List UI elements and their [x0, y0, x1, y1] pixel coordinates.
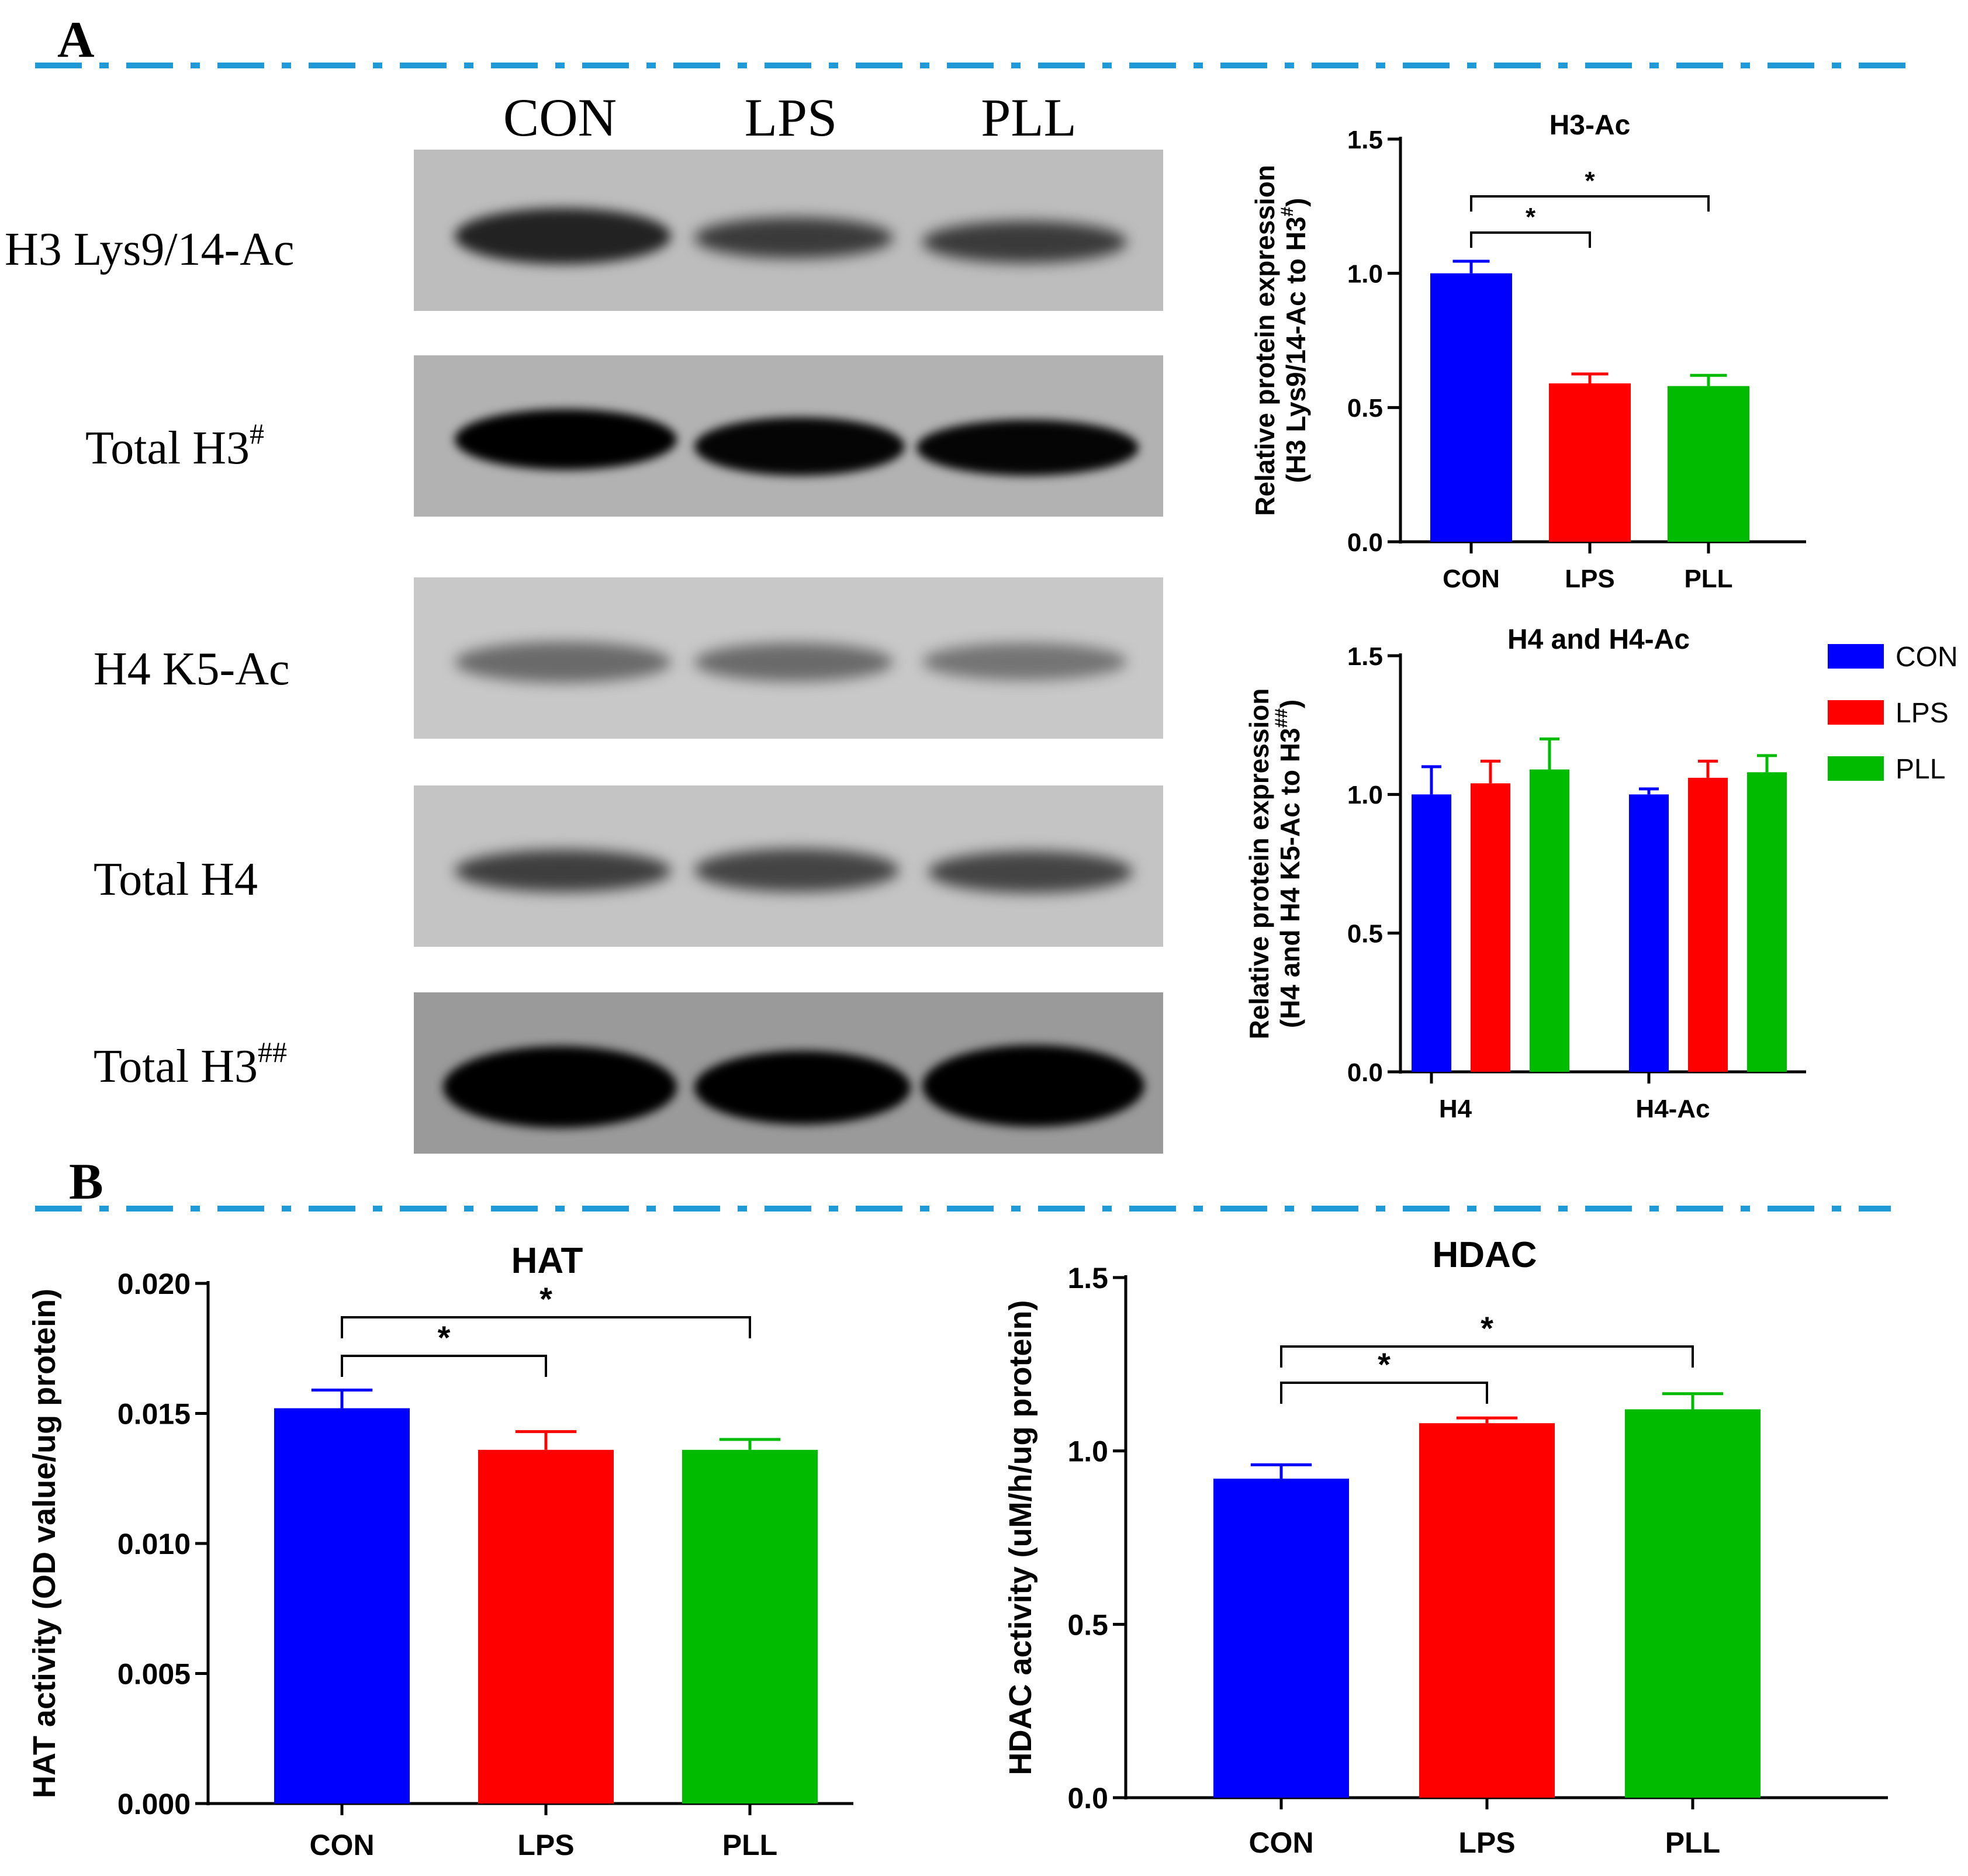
panel-b-label: B	[69, 1154, 103, 1210]
y-tick-label: 0.0	[1347, 528, 1383, 557]
lane-label-con: CON	[503, 88, 617, 147]
bar-con	[274, 1408, 410, 1804]
y-tick-label: 0.5	[1347, 394, 1383, 423]
blot-total-h4	[414, 785, 1163, 947]
x-tick-label: H4	[1439, 1095, 1472, 1123]
y-tick-label: 0.0	[1067, 1782, 1108, 1815]
significance-bracket	[1470, 195, 1710, 212]
blot-row-label-total-h3-2: Total H3##	[94, 1036, 288, 1092]
legend-swatch-con	[1828, 644, 1884, 669]
significance-star: *	[1378, 1346, 1391, 1383]
y-tick-label: 1.0	[1347, 260, 1383, 289]
chart-title: H3-Ac	[1550, 110, 1631, 141]
chart-title: HDAC	[1432, 1235, 1537, 1275]
y-tick-label: 0.000	[117, 1788, 191, 1820]
bar-pll	[1625, 1409, 1761, 1798]
y-tick-label: 1.5	[1347, 126, 1383, 154]
y-axis-label: Relative protein expression(H4 and H4 K5…	[1244, 688, 1305, 1040]
bar-con	[1213, 1479, 1349, 1798]
bar-pll	[1668, 386, 1749, 542]
blot-total-h3	[414, 355, 1163, 517]
significance-star: *	[539, 1280, 552, 1317]
blot-row-label-total-h4: Total H4	[94, 854, 258, 905]
panel-a-label: A	[57, 12, 95, 68]
significance-bracket	[341, 1316, 751, 1338]
y-tick-label: 1.5	[1067, 1262, 1108, 1294]
lane-label-pll: PLL	[981, 88, 1077, 147]
y-axis-label: Relative protein expression(H3 Lys9/14-A…	[1250, 165, 1311, 516]
x-tick-label: LPS	[1458, 1826, 1515, 1859]
chart-title: HAT	[511, 1241, 583, 1281]
y-tick-label: 0.020	[117, 1268, 191, 1300]
chart-hdac: HDAC 0.0 0.5 1.0 1.5 HDAC activity (uM/h/ug p…	[1003, 1235, 1888, 1859]
y-axis-label: HDAC activity (uM/h/ug protein)	[1003, 1300, 1038, 1775]
blot-h3ac	[414, 150, 1163, 311]
legend-label-lps: LPS	[1896, 698, 1949, 729]
significance-bracket	[1280, 1382, 1488, 1404]
y-tick-label: 0.005	[117, 1658, 191, 1691]
y-tick-label: 1.0	[1347, 781, 1383, 809]
blot-h4k5ac	[414, 577, 1163, 739]
bar-lps	[1419, 1423, 1555, 1798]
significance-star: *	[438, 1319, 451, 1356]
chart-h4-and-h4-ac: H4 and H4-Ac 0.0 0.5 1.0 1.5 Relative protein…	[1244, 624, 1958, 1123]
x-tick-label: PLL	[1665, 1826, 1720, 1859]
lane-label-lps: LPS	[744, 88, 838, 147]
significance-bracket	[1280, 1345, 1694, 1368]
bar-h4-con	[1412, 794, 1451, 1072]
legend-swatch-lps	[1828, 700, 1884, 725]
bar-lps	[1549, 383, 1631, 542]
legend-label-pll: PLL	[1896, 754, 1945, 785]
x-tick-label: CON	[309, 1829, 374, 1861]
y-tick-label: 0.0	[1347, 1058, 1383, 1087]
x-tick-label: LPS	[1565, 565, 1615, 593]
bar-lps	[478, 1449, 614, 1804]
legend-swatch-pll	[1828, 756, 1884, 781]
x-tick-label: PLL	[722, 1829, 777, 1861]
y-tick-label: 0.5	[1347, 920, 1383, 949]
chart-h3-ac: H3-Ac 0.0 0.5 1.0 1.5 Relative protein expres…	[1250, 110, 1806, 593]
chart-title: H4 and H4-Ac	[1507, 624, 1690, 655]
significance-star: *	[1481, 1310, 1493, 1347]
y-tick-label: 1.0	[1067, 1435, 1108, 1468]
blot-row-label-h4k5ac: H4 K5-Ac	[94, 643, 290, 695]
y-tick-label: 0.5	[1067, 1608, 1108, 1641]
x-tick-label: PLL	[1684, 565, 1732, 593]
bar-h4-ac-pll	[1747, 772, 1787, 1072]
x-tick-label: CON	[1248, 1826, 1313, 1859]
bar-h4-lps	[1471, 783, 1510, 1072]
x-tick-label: CON	[1443, 565, 1500, 593]
x-tick-label: H4-Ac	[1635, 1095, 1710, 1123]
bar-h4-ac-lps	[1688, 777, 1728, 1072]
y-tick-label: 0.010	[117, 1528, 191, 1560]
y-tick-label: 1.5	[1347, 642, 1383, 671]
significance-bracket	[1470, 231, 1591, 248]
blot-total-h3-2	[414, 992, 1163, 1154]
chart-hat: HAT 0.000 0.005 0.010 0.015 0.020 HAT activity…	[27, 1241, 853, 1861]
significance-bracket	[341, 1355, 547, 1377]
y-axis-label: HAT activity (OD value/ug protein)	[27, 1289, 62, 1798]
bar-pll	[682, 1449, 818, 1804]
y-tick-label: 0.015	[117, 1398, 191, 1431]
bar-h4-pll	[1530, 769, 1569, 1072]
blot-row-label-h3ac: H3 Lys9/14-Ac	[5, 224, 295, 275]
bar-con	[1430, 273, 1512, 542]
bar-h4-ac-con	[1629, 794, 1669, 1072]
significance-star: *	[1526, 203, 1536, 231]
legend-label-con: CON	[1896, 642, 1958, 673]
blot-row-label-total-h3: Total H3#	[85, 417, 265, 474]
significance-star: *	[1585, 167, 1595, 195]
x-tick-label: LPS	[517, 1829, 574, 1861]
